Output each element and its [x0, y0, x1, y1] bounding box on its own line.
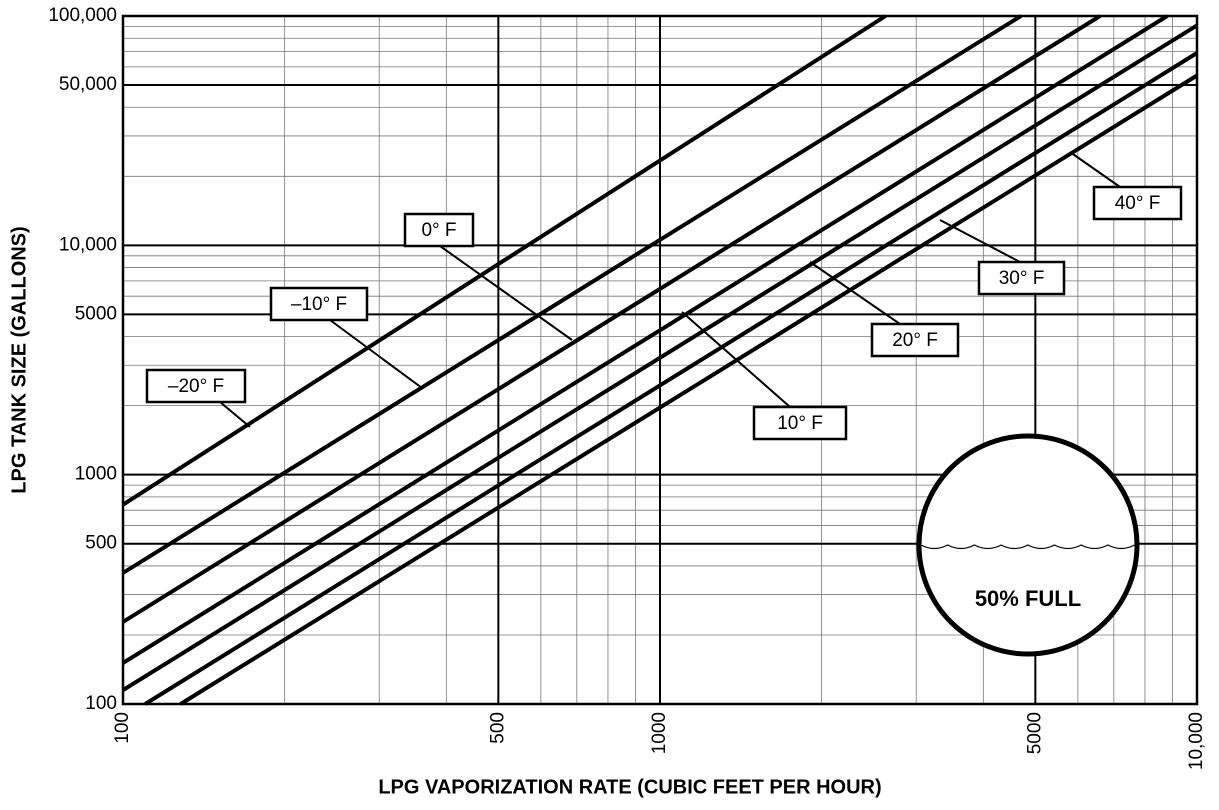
series-line — [121, 14, 1102, 624]
series-label: –20° F — [168, 376, 224, 397]
series-label: 20° F — [892, 330, 938, 351]
x-tick-label: 1000 — [649, 712, 670, 754]
label-box — [403, 212, 475, 248]
series-line — [179, 73, 1199, 706]
series-label: 0° F — [421, 220, 456, 241]
x-tick-label: 5000 — [1024, 712, 1045, 754]
series-label: 40° F — [1115, 193, 1161, 214]
leader-line — [219, 401, 251, 428]
tank-label: 50% FULL — [975, 586, 1081, 611]
y-axis-label: LPG TANK SIZE (GALLONS) — [8, 226, 30, 493]
y-tick-label: 100,000 — [48, 5, 117, 26]
label-box — [870, 322, 960, 358]
x-axis-label: LPG VAPORIZATION RATE (CUBIC FEET PER HO… — [378, 776, 881, 798]
series-line — [121, 23, 1199, 692]
label-box — [269, 286, 369, 322]
leader-line — [681, 311, 791, 408]
series-line — [121, 14, 887, 507]
series-label: –10° F — [291, 294, 347, 315]
x-tick-label: 100 — [112, 712, 133, 744]
label-box — [977, 260, 1066, 296]
series-label: 10° F — [777, 413, 823, 434]
leader-line — [1069, 151, 1121, 188]
y-tick-label: 500 — [85, 533, 117, 554]
y-tick-label: 1000 — [75, 464, 117, 485]
leader-line — [939, 219, 1021, 263]
y-tick-label: 50,000 — [59, 74, 117, 95]
liquid-level — [920, 544, 1135, 550]
series-label: 30° F — [999, 268, 1045, 289]
leader-line — [329, 319, 423, 389]
series-line — [121, 14, 1169, 665]
x-tick-label: 10,000 — [1186, 712, 1207, 770]
y-tick-label: 10,000 — [59, 234, 117, 255]
x-tick-label: 500 — [487, 712, 508, 744]
series-line — [144, 51, 1199, 706]
label-box — [752, 405, 848, 441]
leader-line — [809, 261, 901, 325]
y-tick-label: 5000 — [75, 303, 117, 324]
plot-frame — [121, 14, 1199, 706]
label-box — [145, 368, 247, 404]
y-tick-label: 100 — [85, 693, 117, 714]
label-box — [1092, 185, 1183, 221]
series-line — [121, 14, 1022, 575]
leader-line — [439, 245, 573, 341]
